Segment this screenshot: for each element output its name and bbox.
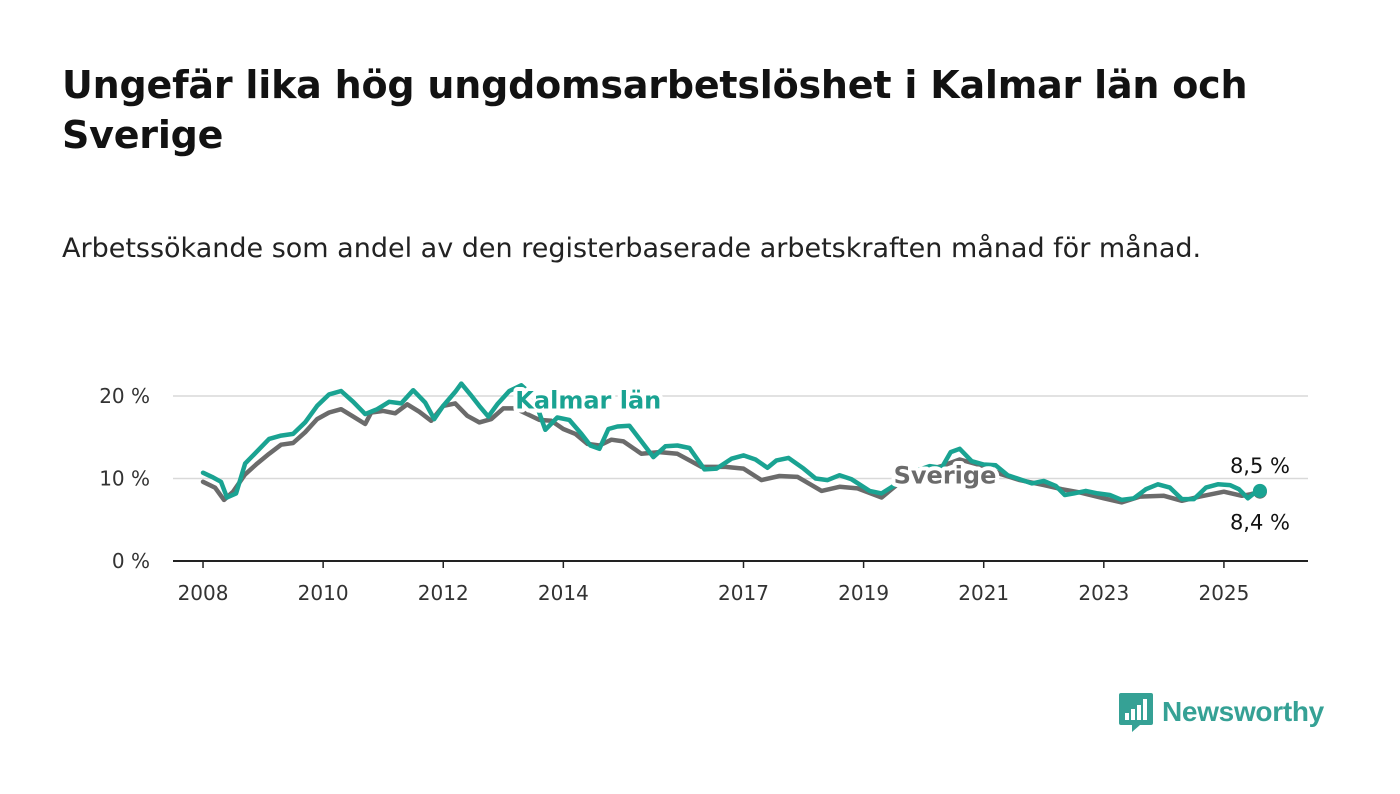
- end-labels: 8,4 % 8,5 %: [1230, 454, 1290, 535]
- x-axis: 2008 2010 2012 2014 2017 2019 2021 2023 2025: [173, 560, 1308, 605]
- bar-chart-bubble-icon: [1119, 693, 1153, 732]
- y-tick-label: 20 %: [99, 384, 150, 408]
- y-tick-label: 10 %: [99, 467, 150, 491]
- x-tick-label: 2021: [958, 581, 1009, 605]
- x-tick-label: 2014: [538, 581, 589, 605]
- direct-label-sverige: Sverige: [894, 461, 997, 489]
- end-value-label: 8,5 %: [1230, 454, 1290, 478]
- chart-title: Ungefär lika hög ungdomsarbetslöshet i K…: [62, 63, 1248, 157]
- x-tick-label: 2019: [838, 581, 889, 605]
- series-line-sverige: [200, 401, 1263, 505]
- x-tick-label: 2012: [418, 581, 469, 605]
- x-tick-label: 2025: [1198, 581, 1249, 605]
- chart-subtitle: Arbetssökande som andel av den registerb…: [62, 233, 1202, 264]
- direct-label-halo: Sverige: [894, 461, 997, 489]
- x-tick-label: 2017: [718, 581, 769, 605]
- series-lines: [200, 381, 1267, 505]
- gridlines: [173, 395, 1308, 480]
- x-tick-label: 2008: [178, 581, 229, 605]
- series-line-kalmar-l-n: [200, 381, 1263, 503]
- brand-name: Newsworthy: [1162, 696, 1324, 727]
- end-value-label: 8,4 %: [1230, 511, 1290, 535]
- x-tick-label: 2023: [1078, 581, 1129, 605]
- x-tick-label: 2010: [298, 581, 349, 605]
- direct-label-kalmar-l-n: Kalmar län: [515, 386, 661, 414]
- y-tick-label: 0 %: [112, 549, 150, 573]
- end-point-kalmar-l-n: [1252, 483, 1267, 498]
- y-axis: 0 % 10 % 20 %: [99, 384, 150, 573]
- direct-label-halo: Kalmar län: [515, 386, 661, 414]
- newsworthy-logo: Newsworthy: [1118, 690, 1324, 734]
